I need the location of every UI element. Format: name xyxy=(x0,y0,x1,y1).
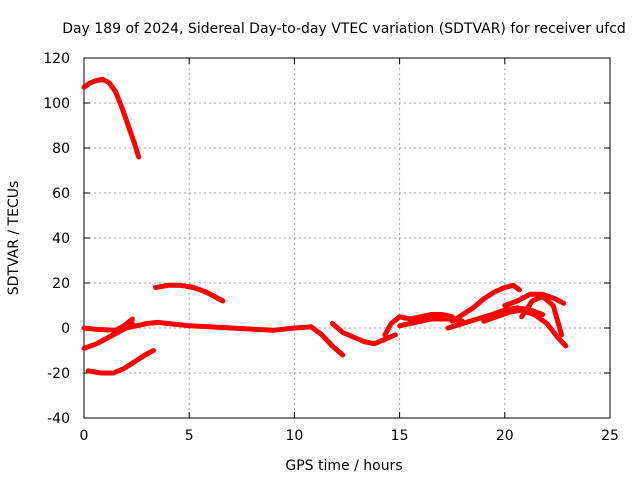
series-arc-13 xyxy=(502,291,567,308)
grid-lines xyxy=(84,58,610,418)
y-tick-label: 120 xyxy=(43,51,70,67)
x-tick-label: 15 xyxy=(391,428,409,444)
y-axis: -40 -20 0 20 40 60 80 100 120 xyxy=(43,51,610,427)
x-tick-label: 5 xyxy=(185,428,194,444)
y-tick-label: 100 xyxy=(43,96,70,112)
chart-title: Day 189 of 2024, Sidereal Day-to-day VTE… xyxy=(62,21,626,37)
y-tick-label: 60 xyxy=(52,186,70,202)
x-tick-label: 25 xyxy=(601,428,619,444)
plot-frame xyxy=(83,57,611,419)
series-arc-14 xyxy=(519,294,565,338)
series-arc-1 xyxy=(81,76,142,160)
series-arc-8 xyxy=(382,312,455,338)
series-arc-7 xyxy=(329,321,398,347)
y-axis-label: SDTVAR / TECUs xyxy=(6,181,22,296)
x-axis-label: GPS time / hours xyxy=(285,458,402,474)
x-tick-label: 0 xyxy=(80,428,89,444)
series-arc-2 xyxy=(81,316,135,333)
series-arc-12 xyxy=(481,307,569,349)
series-arc-4 xyxy=(85,348,156,376)
y-tick-label: -20 xyxy=(47,366,70,382)
y-tick-label: 80 xyxy=(52,141,70,157)
y-tick-label: 40 xyxy=(52,231,70,247)
y-tick-label: -40 xyxy=(47,411,70,427)
y-tick-label: 20 xyxy=(52,276,70,292)
series-arc-5 xyxy=(153,282,226,304)
x-axis: 0 5 10 15 20 25 xyxy=(80,58,619,444)
series-arc-10 xyxy=(449,282,522,324)
series-arc-6 xyxy=(113,319,346,358)
series-group xyxy=(81,76,569,376)
x-tick-label: 10 xyxy=(285,428,303,444)
x-tick-label: 20 xyxy=(496,428,514,444)
y-tick-label: 0 xyxy=(61,321,70,337)
